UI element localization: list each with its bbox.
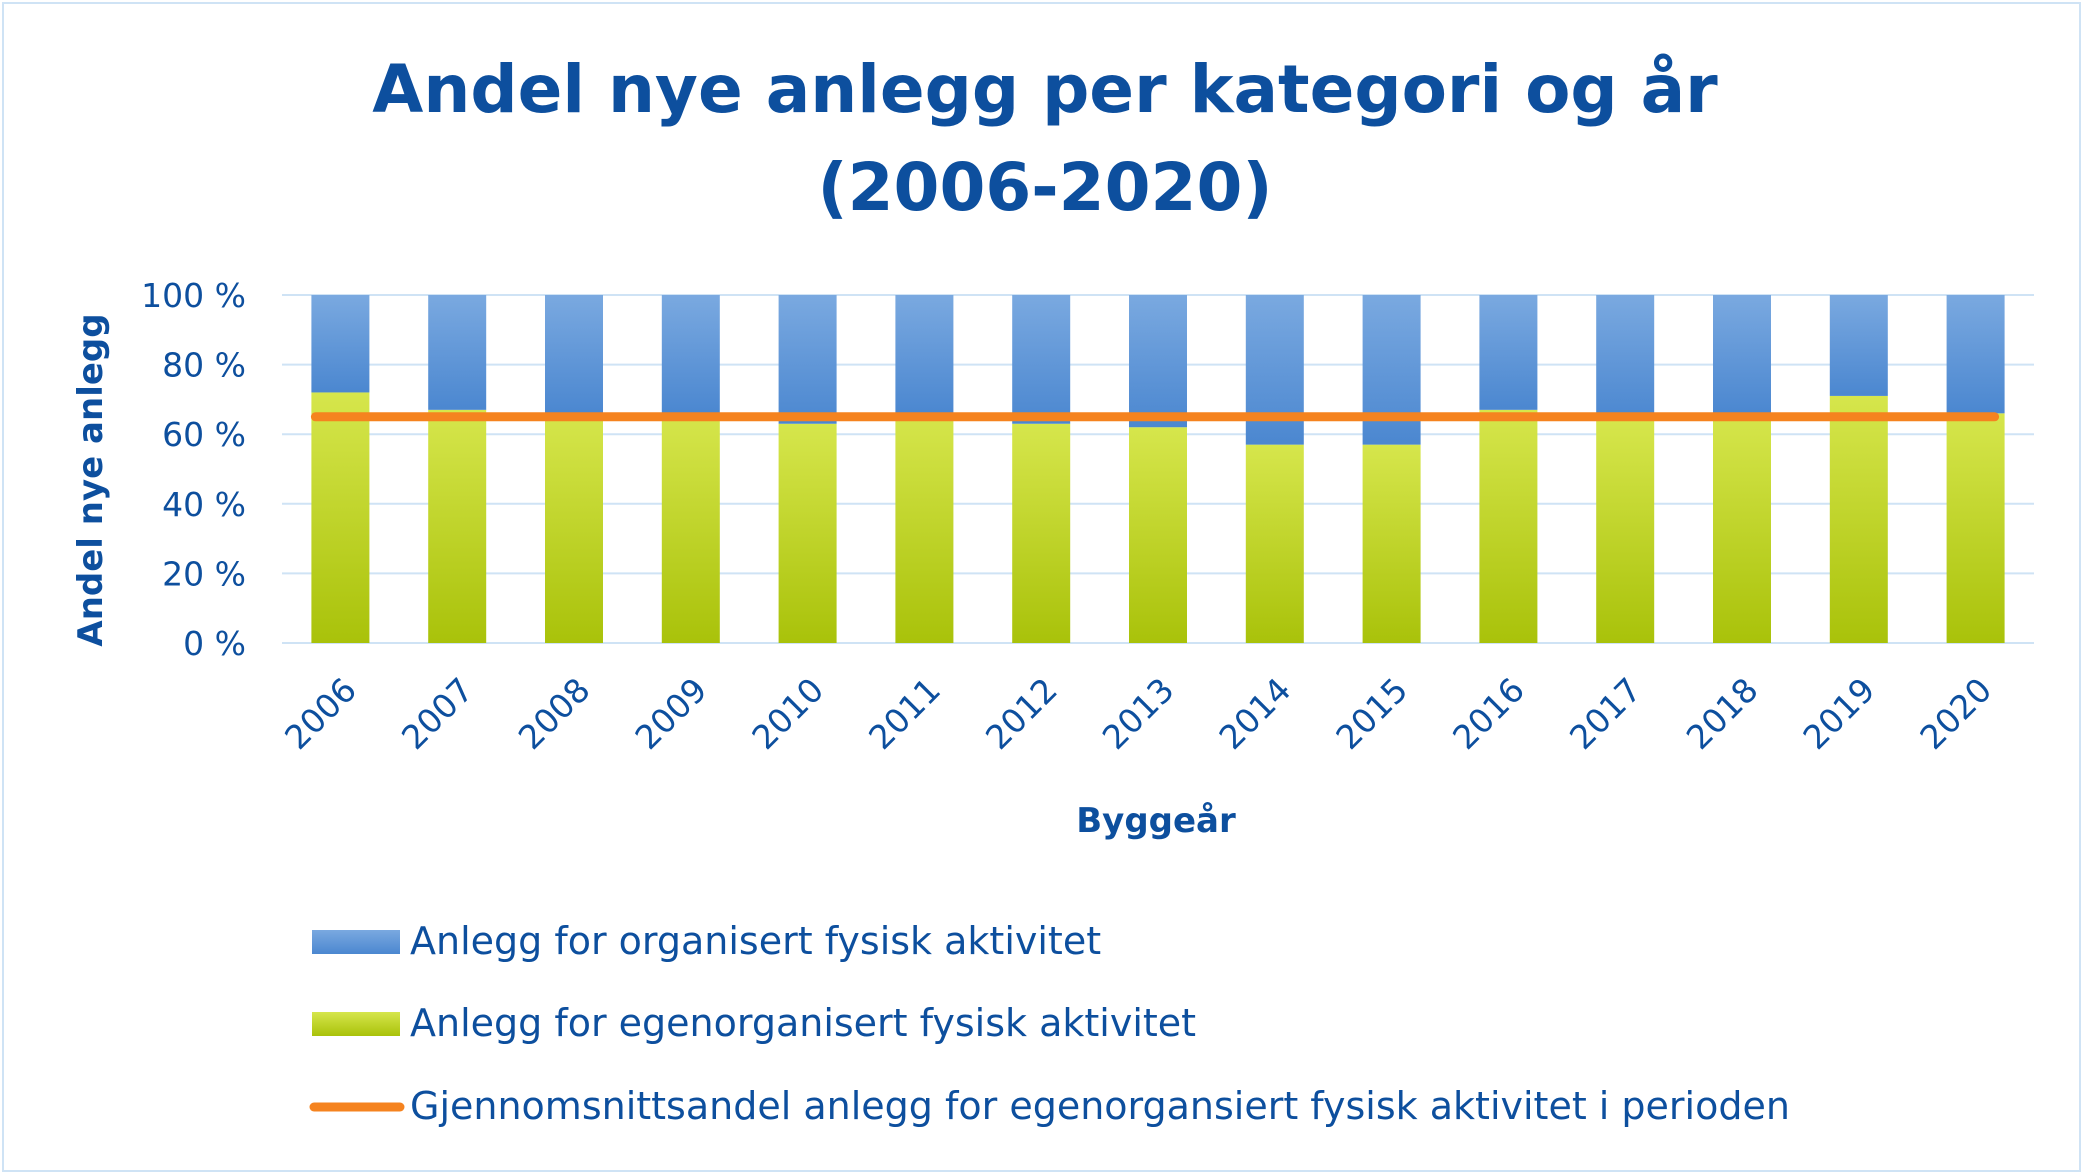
y-tick-label: 100 % <box>141 276 246 315</box>
x-tick-labels: 2006 2007 2008 2009 2010 2011 2012 2013 2014 2015… <box>277 670 1999 757</box>
legend: Anlegg for organisert fysisk aktivitet An… <box>309 919 1790 1128</box>
bar-organisert <box>1479 295 1538 410</box>
y-tick-label: 80 % <box>162 346 246 385</box>
x-tick-label: 2010 <box>744 670 831 757</box>
x-tick-label: 2011 <box>861 670 948 757</box>
legend-swatch <box>312 1012 400 1036</box>
x-tick-label: 2018 <box>1679 670 1766 757</box>
bar-egenorganisert <box>1829 395 1888 643</box>
bar-egenorganisert <box>428 409 487 643</box>
bar-organisert <box>661 295 720 414</box>
bar-egenorganisert <box>661 413 720 643</box>
x-tick-label: 2012 <box>978 670 1065 757</box>
x-tick-label: 2017 <box>1562 670 1649 757</box>
x-tick-label: 2008 <box>511 670 598 757</box>
bar-organisert <box>895 295 954 414</box>
x-tick-label: 2006 <box>277 670 364 757</box>
x-tick-label: 2016 <box>1445 670 1532 757</box>
bar-egenorganisert <box>545 413 603 643</box>
bar-organisert <box>1362 295 1421 445</box>
x-tick-label: 2009 <box>627 670 714 757</box>
bar-organisert <box>1596 295 1655 421</box>
legend-label: Anlegg for organisert fysisk aktivitet <box>410 919 1101 963</box>
x-tick-label: 2014 <box>1211 670 1298 757</box>
legend-label: Anlegg for egenorganisert fysisk aktivit… <box>410 1001 1196 1045</box>
chart-svg: Andel nye anlegg per kategori og år (200… <box>71 51 2034 1128</box>
x-tick-label: 2020 <box>1912 670 1999 757</box>
legend-label: Gjennomsnittsandel anlegg for egenorgans… <box>410 1084 1790 1128</box>
x-tick-label: 2007 <box>394 670 481 757</box>
bar-egenorganisert <box>895 413 954 643</box>
bar-organisert <box>1713 295 1771 414</box>
chart-title-line-2: (2006-2020) <box>817 149 1272 226</box>
bar-organisert <box>1946 295 2005 414</box>
bar-organisert <box>1829 295 1888 396</box>
y-tick-labels: 0 % 20 % 40 % 60 % 80 % 100 % <box>141 276 246 663</box>
bar-egenorganisert <box>1596 420 1655 643</box>
bar-egenorganisert <box>1245 444 1304 643</box>
bar-organisert <box>1245 295 1304 445</box>
bar-organisert <box>545 295 603 414</box>
y-axis-label: Andel nye anlegg <box>71 313 111 646</box>
bar-egenorganisert <box>311 392 370 643</box>
y-tick-label: 60 % <box>162 415 246 454</box>
y-tick-label: 40 % <box>162 485 246 524</box>
bar-organisert <box>1129 295 1187 428</box>
bar-egenorganisert <box>1362 444 1421 643</box>
bar-egenorganisert <box>1946 413 2005 643</box>
bar-egenorganisert <box>1012 423 1071 643</box>
legend-swatch <box>312 930 400 954</box>
x-tick-label: 2015 <box>1328 670 1415 757</box>
chart-title-line-1: Andel nye anlegg per kategori og år <box>372 51 1718 128</box>
bar-organisert <box>778 295 837 424</box>
bar-organisert <box>311 295 370 393</box>
bar-egenorganisert <box>1129 427 1187 643</box>
bars <box>311 295 2005 643</box>
bar-egenorganisert <box>1479 409 1538 643</box>
bar-egenorganisert <box>1713 413 1771 643</box>
x-tick-label: 2013 <box>1095 670 1182 757</box>
y-tick-label: 20 % <box>162 554 246 593</box>
bar-organisert <box>1012 295 1071 424</box>
bar-egenorganisert <box>778 423 837 643</box>
y-tick-label: 0 % <box>183 624 246 663</box>
x-tick-label: 2019 <box>1795 670 1882 757</box>
bar-organisert <box>428 295 487 410</box>
x-axis-label: Byggeår <box>1076 801 1236 841</box>
